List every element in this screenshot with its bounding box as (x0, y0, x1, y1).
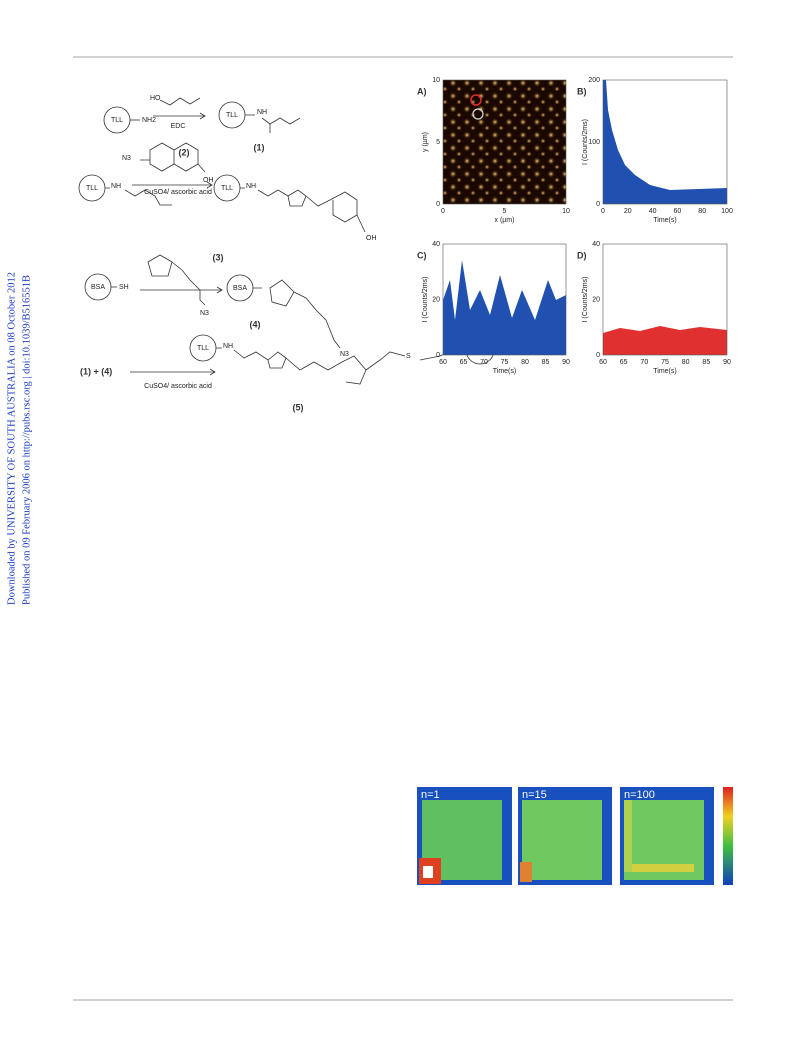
y-tick-label: 0 (436, 352, 440, 359)
x-tick-label: 10 (562, 208, 570, 215)
x-tick-label: 20 (624, 208, 632, 215)
reagent: CuSO4/ ascorbic acid (144, 189, 212, 196)
heatmap-label: n=100 (624, 789, 655, 801)
group: HO (150, 95, 161, 102)
group: TLL (111, 117, 123, 124)
x-tick-label: 65 (620, 359, 628, 366)
trace-b (603, 80, 727, 204)
marker-circle (470, 94, 482, 106)
x-tick-label: 0 (441, 208, 445, 215)
x-tick-label: 90 (723, 359, 731, 366)
compound-label: (4) (250, 319, 261, 329)
trace-d (603, 326, 727, 355)
x-tick-label: 85 (542, 359, 550, 366)
compound-label: (5) (293, 402, 304, 412)
x-tick-label: 80 (682, 359, 690, 366)
heatmaps: n=1 n=15 n=100 (417, 787, 733, 885)
compound-label: (1) (254, 142, 265, 152)
x-axis-label: Time(s) (493, 368, 516, 375)
group: TLL (221, 185, 233, 192)
heatmap-label: n=1 (421, 789, 440, 801)
x-tick-label: 40 (649, 208, 657, 215)
y-axis-label: I (Counts/2ms) (582, 119, 589, 165)
y-tick-label: 200 (588, 77, 600, 84)
fluorescence-image (443, 80, 566, 204)
panel-label: A) (417, 86, 427, 96)
group: N3 (122, 155, 131, 162)
x-axis-label: Time(s) (653, 368, 676, 375)
panel-label: D) (577, 250, 587, 260)
x-axis-label: Time(s) (653, 217, 676, 224)
group: NH (111, 183, 121, 190)
x-tick-label: 75 (661, 359, 669, 366)
group: BSA (233, 285, 247, 292)
x-axis-label: x (µm) (495, 217, 515, 224)
compound-label: (2) (179, 147, 190, 157)
panel-label: B) (577, 86, 587, 96)
y-axis-label: I (Counts/2ms) (582, 277, 589, 323)
x-tick-label: 90 (562, 359, 570, 366)
heatmap-label: n=15 (522, 789, 547, 801)
group: OH (366, 235, 377, 242)
group: NH (223, 343, 233, 350)
x-tick-label: 100 (721, 208, 733, 215)
sidebar-line: Downloaded by UNIVERSITY OF SOUTH AUSTRA… (6, 272, 17, 605)
y-axis-label: y (µm) (422, 132, 429, 152)
group: NH2 (142, 117, 156, 124)
group: TLL (86, 185, 98, 192)
group: TLL (226, 112, 238, 119)
marker-circle (472, 108, 484, 120)
y-tick-label: 20 (432, 296, 440, 303)
group: NH (246, 183, 256, 190)
y-tick-label: 20 (592, 296, 600, 303)
y-axis-label: I (Counts/2ms) (422, 277, 429, 323)
x-tick-label: 70 (640, 359, 648, 366)
scheme: TLL NH2 HO EDC TLL NH (1) (2) N3 OH TLL … (78, 95, 495, 412)
group: N3 (340, 351, 349, 358)
y-tick-label: 100 (588, 139, 600, 146)
x-tick-label: 5 (503, 208, 507, 215)
sidebar-line: Published on 09 February 2006 on http://… (21, 275, 32, 605)
x-tick-label: 60 (599, 359, 607, 366)
panel-label: C) (417, 250, 427, 260)
x-tick-label: 65 (460, 359, 468, 366)
x-tick-label: 60 (674, 208, 682, 215)
y-tick-label: 0 (596, 352, 600, 359)
x-tick-label: 80 (521, 359, 529, 366)
group: N3 (200, 310, 209, 317)
x-tick-label: 80 (698, 208, 706, 215)
reaction-lhs: (1) + (4) (80, 366, 112, 376)
group: S (406, 353, 411, 360)
x-tick-label: 0 (601, 208, 605, 215)
y-tick-label: 40 (432, 241, 440, 248)
group: OH (203, 177, 214, 184)
group: SH (119, 284, 129, 291)
reagent: CuSO4/ ascorbic acid (144, 383, 212, 390)
y-tick-label: 10 (432, 77, 440, 84)
plot-frame (442, 243, 567, 356)
x-tick-label: 70 (480, 359, 488, 366)
group: NH (257, 109, 267, 116)
x-tick-label: 75 (501, 359, 509, 366)
group: BSA (91, 284, 105, 291)
y-tick-label: 40 (592, 241, 600, 248)
x-tick-label: 85 (702, 359, 710, 366)
group: TLL (197, 345, 209, 352)
x-tick-label: 60 (439, 359, 447, 366)
compound-label: (3) (213, 252, 224, 262)
y-tick-label: 5 (436, 139, 440, 146)
trace-c (443, 260, 566, 355)
plot-frame (602, 79, 728, 205)
plot-frame (442, 79, 567, 205)
plot-frame (602, 243, 728, 356)
reagent: EDC (171, 123, 186, 130)
y-tick-label: 0 (596, 201, 600, 208)
y-tick-label: 0 (436, 201, 440, 208)
